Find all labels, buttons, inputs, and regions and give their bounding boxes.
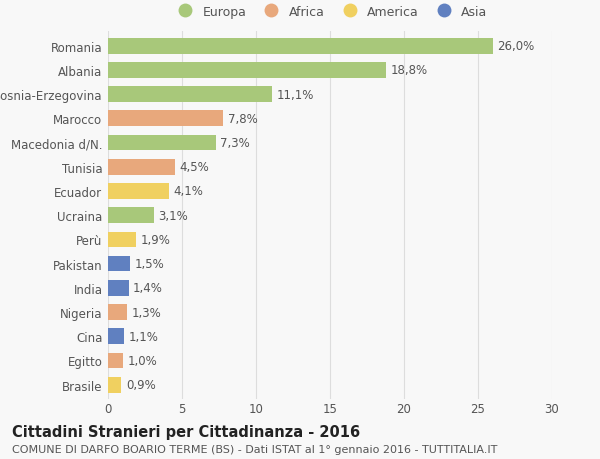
Text: 3,1%: 3,1% [158,209,188,222]
Bar [108,87,272,103]
Text: 4,5%: 4,5% [179,161,209,174]
Bar [108,280,129,296]
Bar [108,184,169,199]
Text: 1,1%: 1,1% [129,330,158,343]
Text: 1,9%: 1,9% [140,234,170,246]
Bar [108,353,123,369]
Text: 1,3%: 1,3% [131,306,161,319]
Text: 18,8%: 18,8% [391,64,428,77]
Bar [108,135,216,151]
Text: 7,3%: 7,3% [220,137,250,150]
Text: 1,4%: 1,4% [133,282,163,295]
Text: 0,9%: 0,9% [126,378,155,392]
Bar [108,329,124,344]
Bar [108,160,175,175]
Text: COMUNE DI DARFO BOARIO TERME (BS) - Dati ISTAT al 1° gennaio 2016 - TUTTITALIA.I: COMUNE DI DARFO BOARIO TERME (BS) - Dati… [12,444,497,454]
Text: 4,1%: 4,1% [173,185,203,198]
Bar [108,377,121,393]
Bar [108,232,136,248]
Legend: Europa, Africa, America, Asia: Europa, Africa, America, Asia [172,6,488,18]
Bar [108,208,154,224]
Text: 1,5%: 1,5% [134,257,164,270]
Bar [108,111,223,127]
Bar [108,63,386,78]
Bar [108,39,493,55]
Text: 1,0%: 1,0% [127,354,157,367]
Bar [108,256,130,272]
Bar [108,304,127,320]
Text: Cittadini Stranieri per Cittadinanza - 2016: Cittadini Stranieri per Cittadinanza - 2… [12,425,360,440]
Text: 11,1%: 11,1% [277,89,314,101]
Text: 26,0%: 26,0% [497,40,535,53]
Text: 7,8%: 7,8% [228,112,257,126]
